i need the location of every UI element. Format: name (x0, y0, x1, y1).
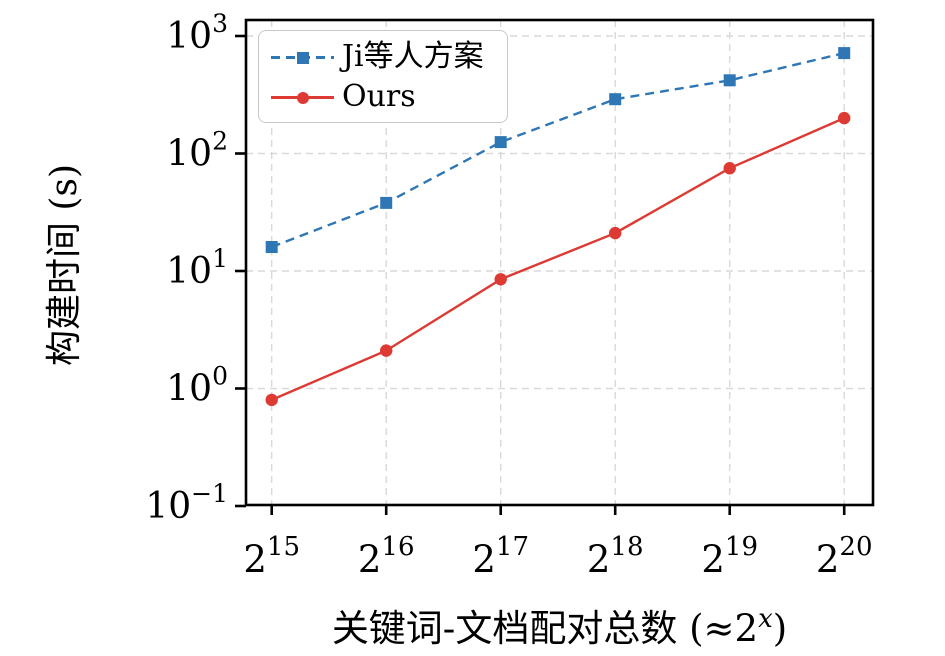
x-axis-label-text: 关键词-文档配对总数 (≈2 (331, 607, 759, 650)
legend-label-ours: Ours (342, 79, 416, 114)
data-point-circle (838, 111, 851, 125)
data-point-square (723, 74, 736, 87)
data-point-square (838, 47, 851, 60)
data-point-square (380, 196, 393, 209)
y-axis-ticks (235, 34, 246, 508)
svg-text:217: 217 (472, 532, 529, 581)
legend-sample-ours (271, 90, 334, 104)
data-point-square (609, 93, 622, 106)
y-tick-labels: 103 102 101 100 10−1 (145, 9, 228, 527)
x-axis-ticks (270, 505, 846, 515)
data-point-circle (380, 344, 393, 357)
legend-item-ji: Ji等人方案 (271, 37, 507, 77)
data-point-circle (609, 226, 622, 240)
legend-label-ji: Ji等人方案 (342, 39, 484, 74)
svg-text:216: 216 (358, 532, 415, 581)
x-axis-label-exponent: x (758, 604, 773, 634)
series-ji (265, 47, 851, 253)
data-point-circle (494, 273, 507, 286)
x-tick-labels: 215 216 217 218 219 220 (243, 532, 872, 581)
svg-text:220: 220 (816, 532, 873, 581)
square-marker-icon (297, 51, 309, 64)
svg-text:10−1: 10−1 (145, 479, 228, 527)
legend: Ji等人方案 Ours (258, 30, 508, 123)
svg-text:218: 218 (587, 532, 644, 581)
data-point-square (265, 241, 278, 253)
svg-text:101: 101 (166, 244, 228, 292)
svg-text:100: 100 (166, 362, 228, 410)
svg-text:219: 219 (701, 532, 758, 581)
series-ours (265, 111, 851, 407)
legend-sample-ji (271, 50, 334, 64)
x-axis-label: 关键词-文档配对总数 (≈2x) (246, 598, 873, 652)
data-point-circle (265, 393, 278, 407)
circle-marker-icon (297, 91, 309, 104)
svg-text:102: 102 (166, 127, 228, 175)
data-point-circle (723, 162, 736, 175)
data-point-square (494, 136, 507, 149)
x-axis-label-close: ) (772, 607, 788, 650)
svg-text:215: 215 (243, 532, 300, 581)
svg-text:103: 103 (166, 9, 228, 57)
gridlines (246, 20, 873, 505)
y-axis-label: 构建时间 (s) (44, 164, 85, 367)
axes-frame (244, 18, 875, 507)
legend-item-ours: Ours (271, 77, 507, 117)
